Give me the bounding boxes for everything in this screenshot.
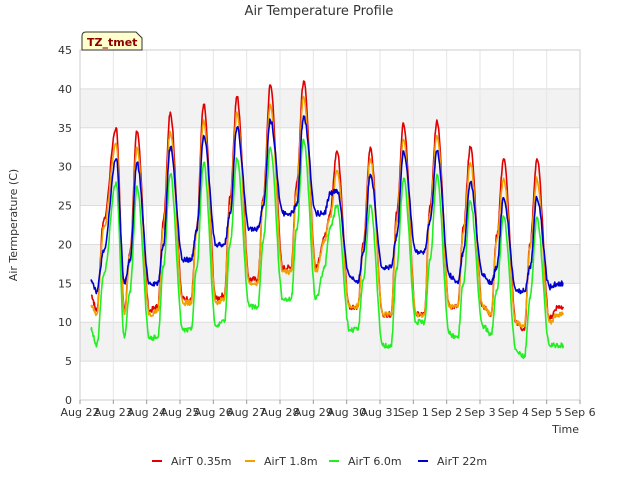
series-line-3 (90, 138, 565, 360)
y-axis-title: Air Termperature (C) (7, 169, 20, 281)
chart-title: Air Temperature Profile (245, 4, 394, 19)
series-line-2 (90, 95, 565, 328)
plot-band (80, 50, 580, 89)
y-tick-label: 45 (58, 44, 72, 57)
x-tick-label: Aug 29 (294, 406, 333, 419)
legend-label: AirT 22m (437, 455, 487, 468)
station-badge: TZ_tmet (81, 31, 143, 51)
y-tick-label: 35 (58, 122, 72, 135)
x-tick-label: Sep 6 (564, 406, 595, 419)
y-axis-ticks: 0 5 10 15 20 25 30 35 40 45 (58, 44, 72, 407)
legend-label: AirT 1.8m (264, 455, 318, 468)
legend-label: AirT 0.35m (171, 455, 232, 468)
plot-band (80, 127, 580, 167)
x-tick-label: Sep 2 (431, 406, 462, 419)
x-tick-label: Aug 25 (161, 406, 200, 419)
x-tick-label: Aug 28 (261, 406, 300, 419)
x-axis-title: Time (551, 423, 579, 436)
plot-band (80, 361, 580, 400)
x-tick-label: Sep 5 (531, 406, 562, 419)
y-tick-label: 30 (58, 161, 72, 174)
x-tick-label: Aug 27 (227, 406, 266, 419)
y-tick-label: 20 (58, 238, 72, 251)
x-tick-label: Aug 26 (194, 406, 233, 419)
y-tick-label: 25 (58, 200, 72, 213)
legend-label: AirT 6.0m (348, 455, 402, 468)
y-tick-label: 0 (65, 394, 72, 407)
x-tick-label: Sep 4 (498, 406, 529, 419)
legend: AirT 0.35m AirT 1.8m AirT 6.0m AirT 22m (152, 455, 487, 468)
x-tick-label: Aug 30 (327, 406, 366, 419)
y-tick-label: 40 (58, 83, 72, 96)
x-tick-label: Aug 24 (127, 406, 166, 419)
badge-label: TZ_tmet (87, 36, 137, 49)
plot-band (80, 166, 580, 206)
x-tick-label: Aug 22 (61, 406, 100, 419)
x-tick-label: Aug 23 (94, 406, 133, 419)
plot-band (80, 283, 580, 323)
x-tick-label: Sep 1 (398, 406, 429, 419)
x-tick-label: Sep 3 (464, 406, 495, 419)
y-tick-label: 5 (65, 355, 72, 368)
badge-shape (81, 31, 143, 51)
plot-band (80, 322, 580, 362)
series-layer (90, 80, 565, 360)
x-tick-label: Aug 31 (361, 406, 400, 419)
series-line-4 (90, 115, 564, 295)
plot-band (80, 244, 580, 284)
plot-band (80, 88, 580, 128)
y-tick-label: 10 (58, 316, 72, 329)
plot-frame (79, 49, 581, 401)
y-tick-label: 15 (58, 277, 72, 290)
